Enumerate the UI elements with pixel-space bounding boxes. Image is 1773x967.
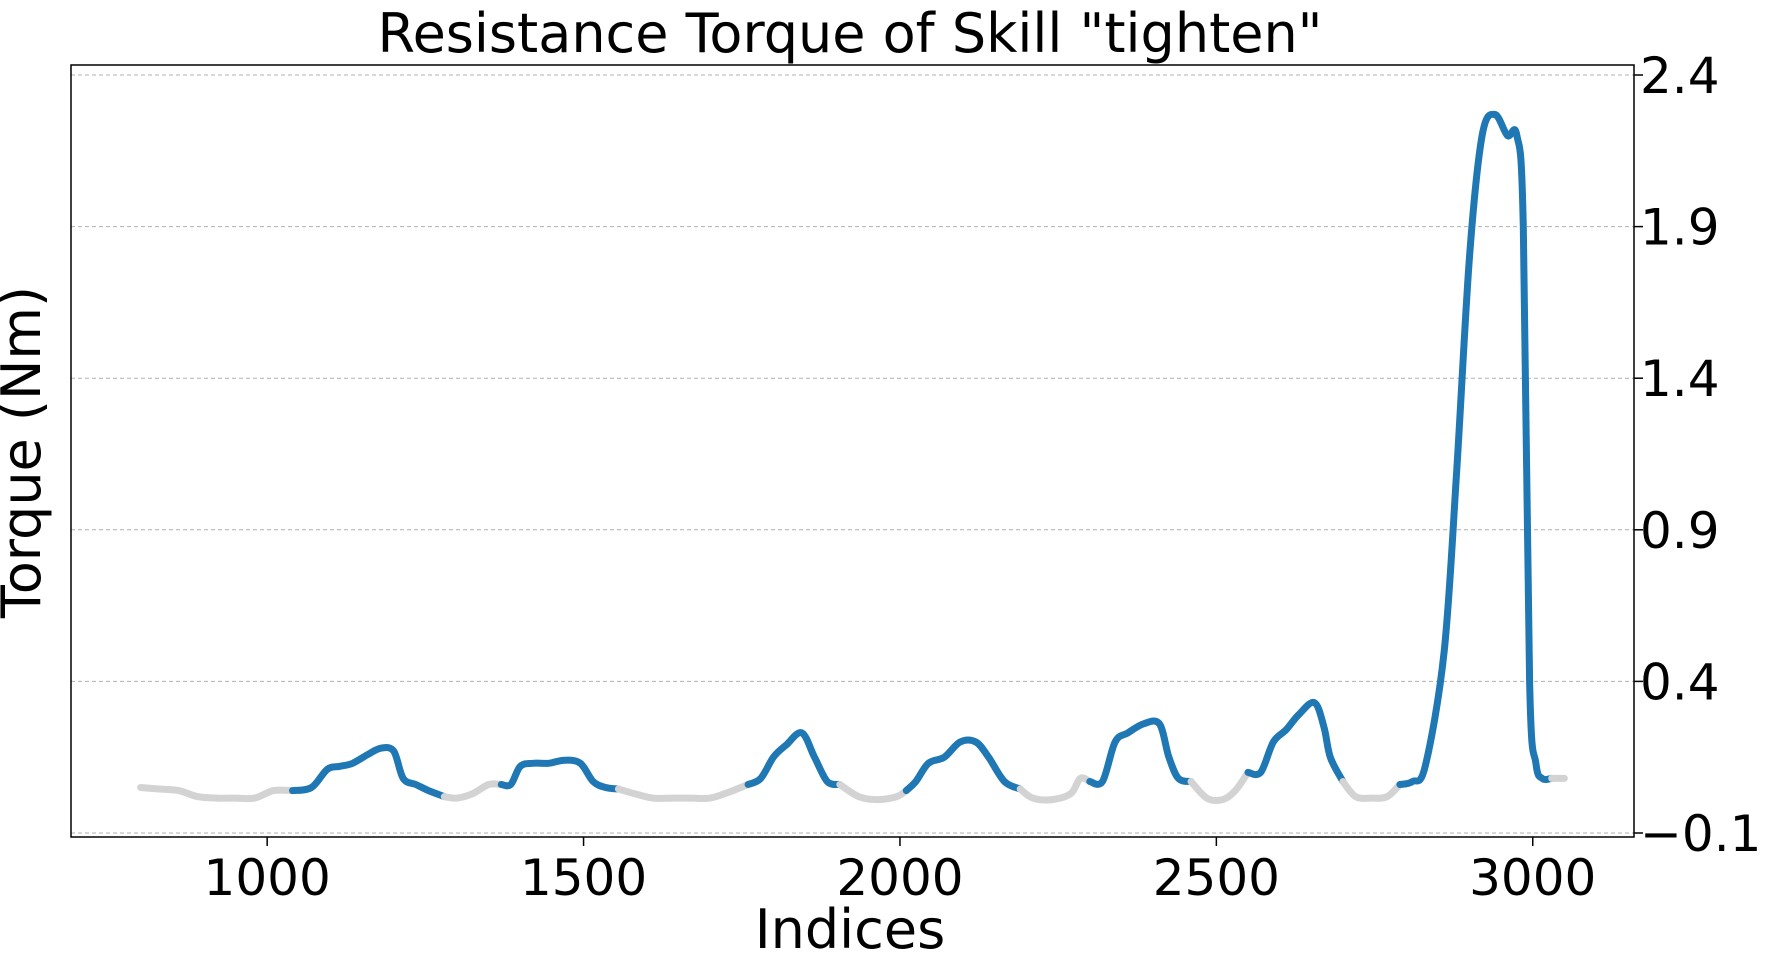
x-tick-label: 1500: [520, 849, 647, 907]
y-tick-label: 1.4: [1640, 350, 1720, 408]
series-torque: [137, 110, 1568, 805]
y-axis-label: Torque (Nm): [0, 286, 53, 619]
y-tick-label: 2.4: [1640, 47, 1720, 105]
line-segment-idle: [1339, 778, 1404, 802]
line-segment-idle: [614, 781, 752, 803]
line-segment-idle: [836, 781, 910, 804]
x-tick-label: 3000: [1469, 849, 1596, 907]
line-segment-active: [1086, 717, 1195, 788]
line-segment-active: [744, 729, 844, 789]
line-segment-active: [289, 744, 448, 801]
x-axis: 1000 1500 2000 2500 3000: [204, 837, 1596, 907]
y-axis: −0.1 0.4 0.9 1.4 1.9 2.4: [1634, 47, 1761, 863]
line-segment-idle: [440, 780, 505, 802]
line-segment-active: [497, 756, 622, 793]
x-tick-label: 2500: [1153, 849, 1280, 907]
line-segment-active: [902, 736, 1024, 795]
y-tick-label: 1.9: [1640, 199, 1720, 257]
x-tick-label: 2000: [836, 849, 963, 907]
y-tick-label: −0.1: [1640, 805, 1761, 863]
line-segment-idle: [137, 784, 296, 803]
x-tick-label: 1000: [204, 849, 331, 907]
chart-title: Resistance Torque of Skill "tighten": [377, 2, 1322, 65]
y-tick-label: 0.9: [1640, 502, 1720, 560]
plot-frame: [70, 64, 1635, 838]
line-segment-active: [1396, 110, 1556, 788]
y-tick-label: 0.4: [1640, 653, 1720, 711]
line-segment-active: [1244, 698, 1347, 785]
line-segment-idle: [1187, 768, 1252, 805]
line-segment-idle: [1016, 774, 1094, 804]
x-axis-label: Indices: [755, 898, 945, 961]
grid: [71, 74, 1634, 834]
